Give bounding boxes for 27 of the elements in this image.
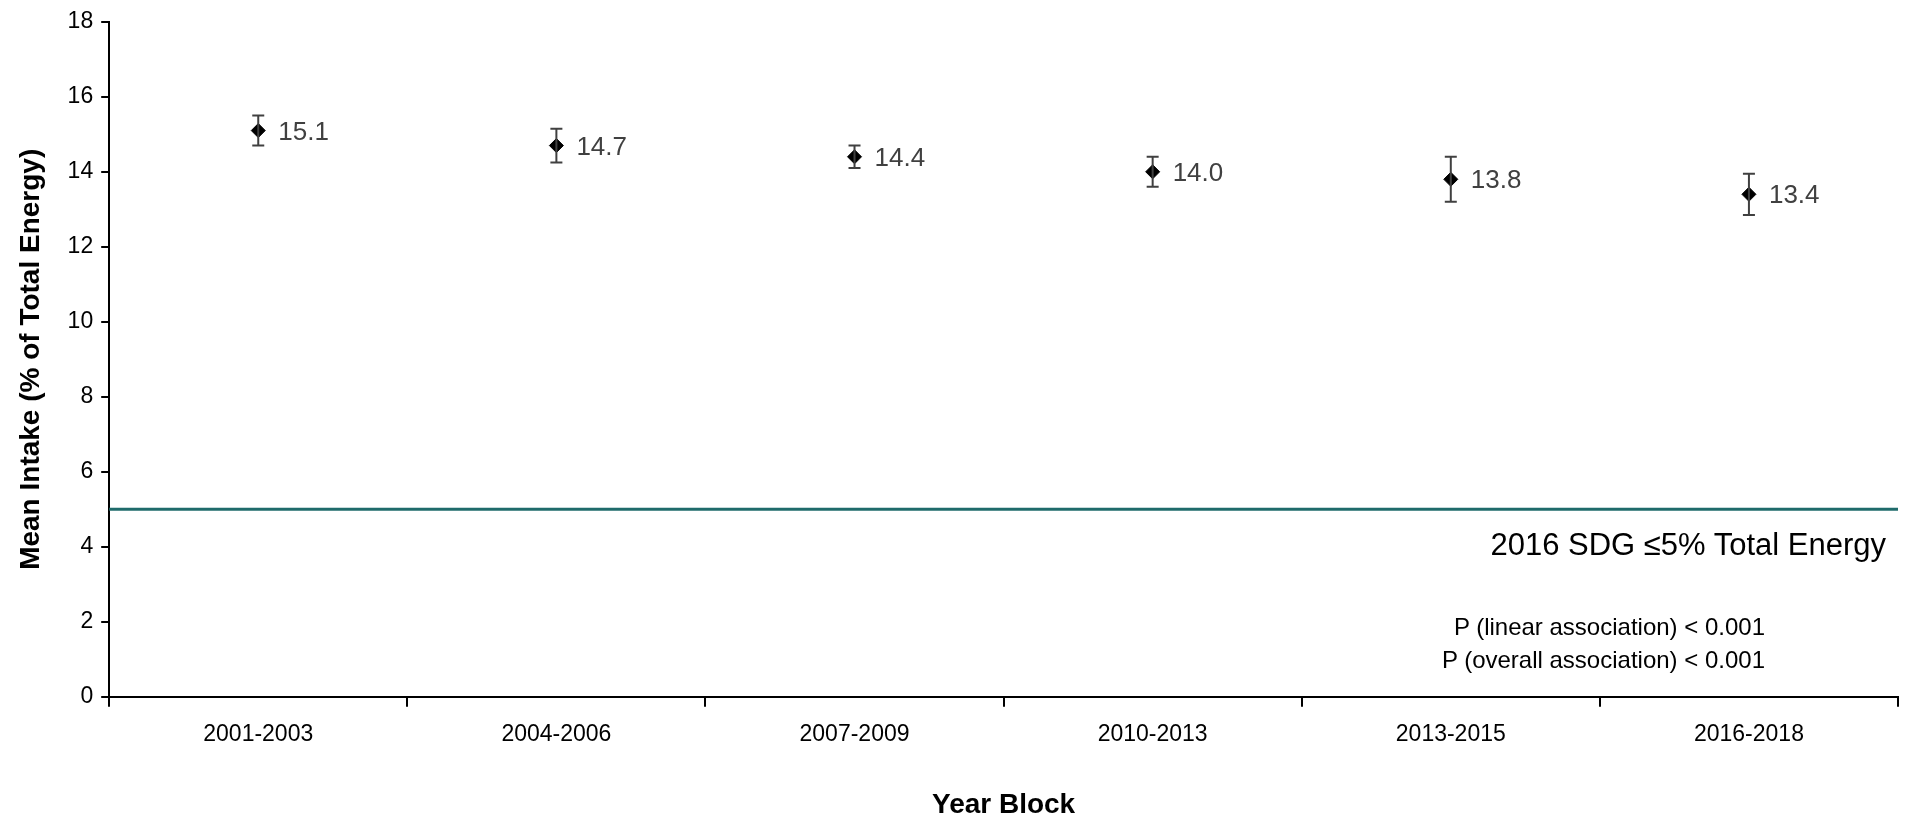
data-label: 14.7 <box>576 130 627 161</box>
data-label: 14.4 <box>874 141 926 172</box>
y-tick-label: 12 <box>67 232 94 259</box>
data-label: 14.0 <box>1172 156 1224 187</box>
ref-line-label: 2016 SDG ≤5% Total Energy <box>1490 527 1887 563</box>
y-axis-title: Mean Intake (% of Total Energy) <box>13 148 45 570</box>
x-tick-label: 2016-2018 <box>1693 719 1804 746</box>
data-label: 13.4 <box>1768 179 1820 210</box>
x-tick-label: 2013-2015 <box>1395 719 1506 746</box>
x-tick-label: 2004-2006 <box>501 719 612 746</box>
x-tick-label: 2010-2013 <box>1097 719 1208 746</box>
y-tick-label: 10 <box>67 307 94 334</box>
y-tick-label: 16 <box>67 82 94 109</box>
y-tick-label: 8 <box>80 382 94 409</box>
annotation: P (overall association) < 0.001 <box>1441 646 1765 674</box>
data-label: 13.8 <box>1470 164 1522 195</box>
y-tick-label: 18 <box>67 7 94 34</box>
x-tick-label: 2001-2003 <box>203 719 314 746</box>
y-tick-label: 4 <box>80 532 94 559</box>
y-tick-label: 0 <box>80 682 94 709</box>
data-label: 15.1 <box>278 115 329 146</box>
x-tick-label: 2007-2009 <box>799 719 910 746</box>
y-tick-label: 6 <box>80 457 94 484</box>
y-tick-label: 2 <box>80 607 94 634</box>
x-axis-title: Year Block <box>931 787 1076 819</box>
y-tick-label: 14 <box>67 157 94 184</box>
annotation: P (linear association) < 0.001 <box>1453 613 1765 641</box>
